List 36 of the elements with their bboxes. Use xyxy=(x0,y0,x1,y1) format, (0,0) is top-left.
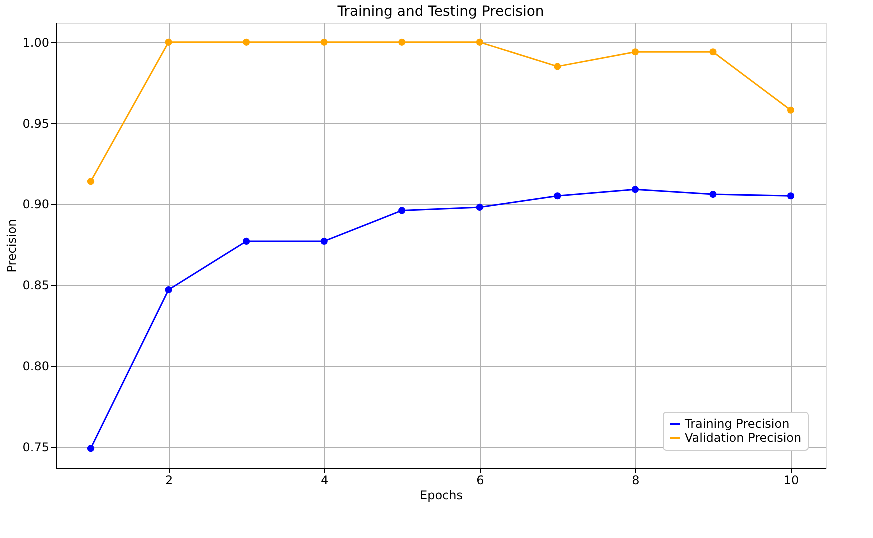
legend-label: Validation Precision xyxy=(685,431,802,445)
y-tick-label: 0.80 xyxy=(22,360,50,374)
point xyxy=(554,192,562,200)
point xyxy=(398,207,406,214)
point xyxy=(320,38,328,46)
point xyxy=(476,38,484,46)
y-tick-label: 0.90 xyxy=(22,198,50,212)
point xyxy=(87,445,95,452)
point xyxy=(476,204,484,211)
x-tick-label: 4 xyxy=(321,474,329,488)
point xyxy=(243,238,250,245)
point xyxy=(398,38,406,46)
point xyxy=(554,63,562,70)
point xyxy=(710,191,717,198)
chart-title: Training and Testing Precision xyxy=(336,4,544,20)
point xyxy=(165,38,172,46)
point xyxy=(787,192,795,200)
x-tick-label: 8 xyxy=(632,474,640,488)
point xyxy=(320,238,328,245)
y-tick-label: 0.95 xyxy=(22,116,50,131)
x-tick-label: 10 xyxy=(784,474,800,488)
y-tick-label: 0.85 xyxy=(22,278,50,293)
point xyxy=(632,48,639,56)
point xyxy=(87,178,95,186)
legend-label: Training Precision xyxy=(684,417,790,431)
x-tick-label: 6 xyxy=(476,474,484,488)
y-tick-label: 1.00 xyxy=(22,36,50,50)
point xyxy=(787,106,795,114)
point xyxy=(165,286,172,294)
y-tick-label: 0.75 xyxy=(22,440,50,454)
point xyxy=(243,38,250,46)
point xyxy=(710,48,717,56)
x-axis-title: Epochs xyxy=(420,488,463,502)
point xyxy=(632,186,639,194)
x-tick-label: 2 xyxy=(165,474,174,488)
y-axis-title: Precision xyxy=(4,219,19,273)
